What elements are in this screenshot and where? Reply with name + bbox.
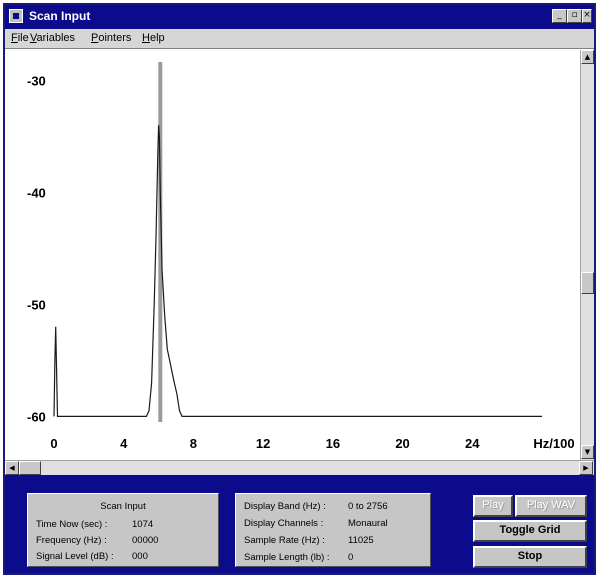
- sample-length-value: 0: [348, 552, 354, 563]
- maximize-button[interactable]: ▫: [567, 9, 582, 23]
- sample-rate-value: 11025: [348, 535, 374, 546]
- play-wav-button[interactable]: Play WAV: [515, 495, 587, 517]
- display-channels-label: Display Channels :: [244, 518, 324, 529]
- x-tick-label: 16: [326, 436, 340, 451]
- y-tick-label: -30: [27, 73, 46, 88]
- y-tick-label: -40: [27, 185, 46, 200]
- scroll-left-arrow-icon[interactable]: ◀: [5, 461, 19, 475]
- scroll-down-arrow-icon[interactable]: ▼: [581, 445, 594, 459]
- scroll-up-arrow-icon[interactable]: ▲: [581, 50, 594, 64]
- spectrum-series-line: [53, 125, 542, 417]
- x-tick-label: 24: [465, 436, 480, 451]
- sample-length-label: Sample Length (lb) :: [244, 552, 330, 563]
- menu-bar: File Variables Pointers Help: [5, 29, 594, 49]
- scan-input-window: Scan Input _ ▫ × File Variables Pointers…: [3, 3, 596, 575]
- scan-panel-title: Scan Input: [100, 501, 146, 512]
- y-tick-label: -50: [27, 297, 46, 312]
- frequency-value: 00000: [132, 535, 159, 546]
- menu-help[interactable]: Help: [142, 32, 165, 44]
- x-tick-label: 8: [190, 436, 197, 451]
- horizontal-scrollbar[interactable]: ◀ ▶: [5, 460, 594, 475]
- stop-button[interactable]: Stop: [473, 546, 587, 568]
- scroll-right-arrow-icon[interactable]: ▶: [579, 461, 593, 475]
- display-band-label: Display Band (Hz) :: [244, 501, 326, 512]
- menu-variables[interactable]: Variables: [30, 32, 76, 44]
- title-bar[interactable]: Scan Input _ ▫ ×: [5, 5, 594, 29]
- app-icon[interactable]: [9, 9, 23, 23]
- menu-file[interactable]: File: [11, 32, 29, 44]
- display-channels-value: Monaural: [348, 518, 388, 529]
- frequency-label: Frequency (Hz) :: [36, 535, 107, 546]
- vertical-scroll-thumb[interactable]: [581, 272, 594, 294]
- display-settings-panel: Display Band (Hz) : 0 to 2756 Display Ch…: [235, 493, 431, 567]
- spectrum-chart[interactable]: -30 -40 -50 -60 0 4 8 12 16 20 24 Hz/100: [5, 50, 580, 460]
- x-tick-label: 0: [50, 436, 57, 451]
- vertical-scrollbar[interactable]: ▲ ▼: [580, 50, 594, 460]
- close-button[interactable]: ×: [582, 9, 592, 23]
- x-tick-label: 20: [395, 436, 409, 451]
- sample-rate-label: Sample Rate (Hz) :: [244, 535, 325, 546]
- menu-pointers[interactable]: Pointers: [91, 32, 132, 44]
- play-button[interactable]: Play: [473, 495, 513, 517]
- toggle-grid-button[interactable]: Toggle Grid: [473, 520, 587, 542]
- y-tick-label: -60: [27, 409, 46, 424]
- window-title: Scan Input: [29, 9, 91, 23]
- minimize-button[interactable]: _: [552, 9, 567, 23]
- x-tick-label: 4: [120, 436, 128, 451]
- display-band-value: 0 to 2756: [348, 501, 388, 512]
- time-now-label: Time Now (sec) :: [36, 519, 108, 530]
- x-axis-label: Hz/100: [533, 436, 574, 451]
- spectrum-plot[interactable]: -30 -40 -50 -60 0 4 8 12 16 20 24 Hz/100: [5, 50, 580, 460]
- time-now-value: 1074: [132, 519, 154, 530]
- status-area: Scan Input Time Now (sec) : 1074 Frequen…: [5, 475, 594, 573]
- x-tick-label: 12: [256, 436, 270, 451]
- scan-input-panel: Scan Input Time Now (sec) : 1074 Frequen…: [27, 493, 219, 567]
- horizontal-scroll-thumb[interactable]: [19, 461, 41, 475]
- signal-level-value: 000: [132, 551, 148, 562]
- signal-level-label: Signal Level (dB) :: [36, 551, 114, 562]
